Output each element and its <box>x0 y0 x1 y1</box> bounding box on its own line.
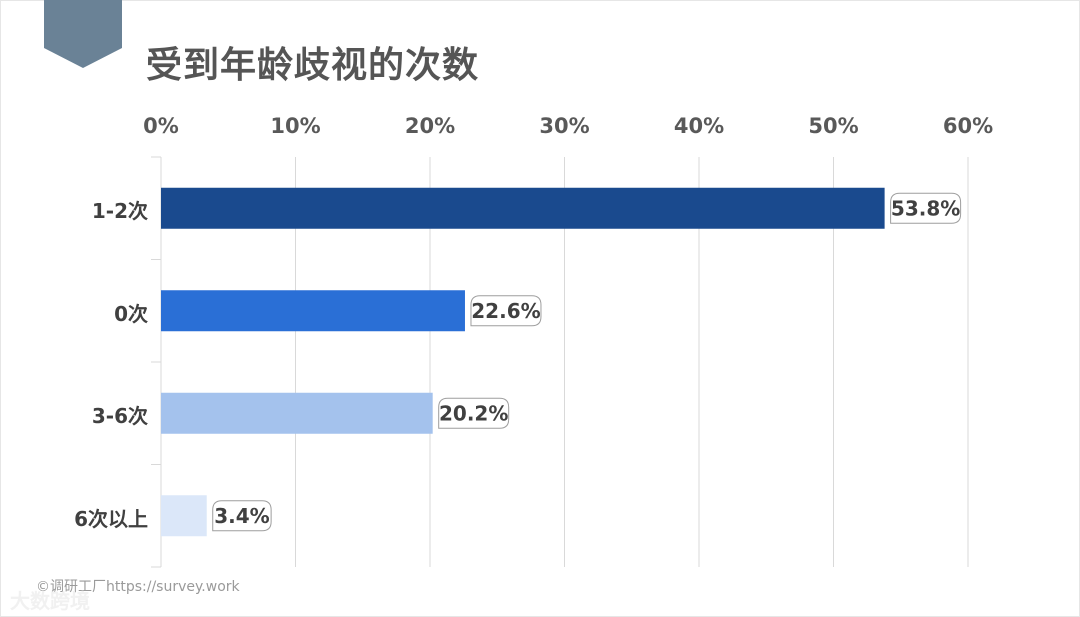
bar <box>161 392 433 434</box>
data-label-box <box>890 192 962 224</box>
data-label-box <box>438 397 510 429</box>
x-tick-label: 0% <box>143 114 179 138</box>
category-label: 0次 <box>114 301 148 326</box>
watermark-text: ©调研工厂https://survey.work <box>36 579 240 595</box>
data-label: 53.8% <box>891 196 960 220</box>
category-label: 6次以上 <box>74 506 148 531</box>
data-label-box <box>212 500 272 532</box>
x-tick-label: 60% <box>942 114 994 138</box>
category-label: 3-6次 <box>91 404 148 429</box>
watermark-brand: 大数跨境 <box>10 589 90 613</box>
x-tick-label: 40% <box>673 114 725 138</box>
category-label: 1-2次 <box>91 199 148 224</box>
data-label: 22.6% <box>471 299 540 323</box>
bar <box>161 290 465 332</box>
data-label: 3.4% <box>214 504 269 528</box>
data-label: 20.2% <box>439 401 508 425</box>
x-tick-label: 50% <box>808 114 859 138</box>
chart-title: 受到年龄歧视的次数 <box>146 45 480 86</box>
x-tick-label: 30% <box>539 114 590 138</box>
x-tick-label: 10% <box>270 114 321 138</box>
data-label-box <box>470 295 542 327</box>
bar <box>161 495 207 537</box>
bar <box>161 187 885 229</box>
x-tick-label: 20% <box>404 114 456 138</box>
title-accent-tab <box>44 0 122 68</box>
